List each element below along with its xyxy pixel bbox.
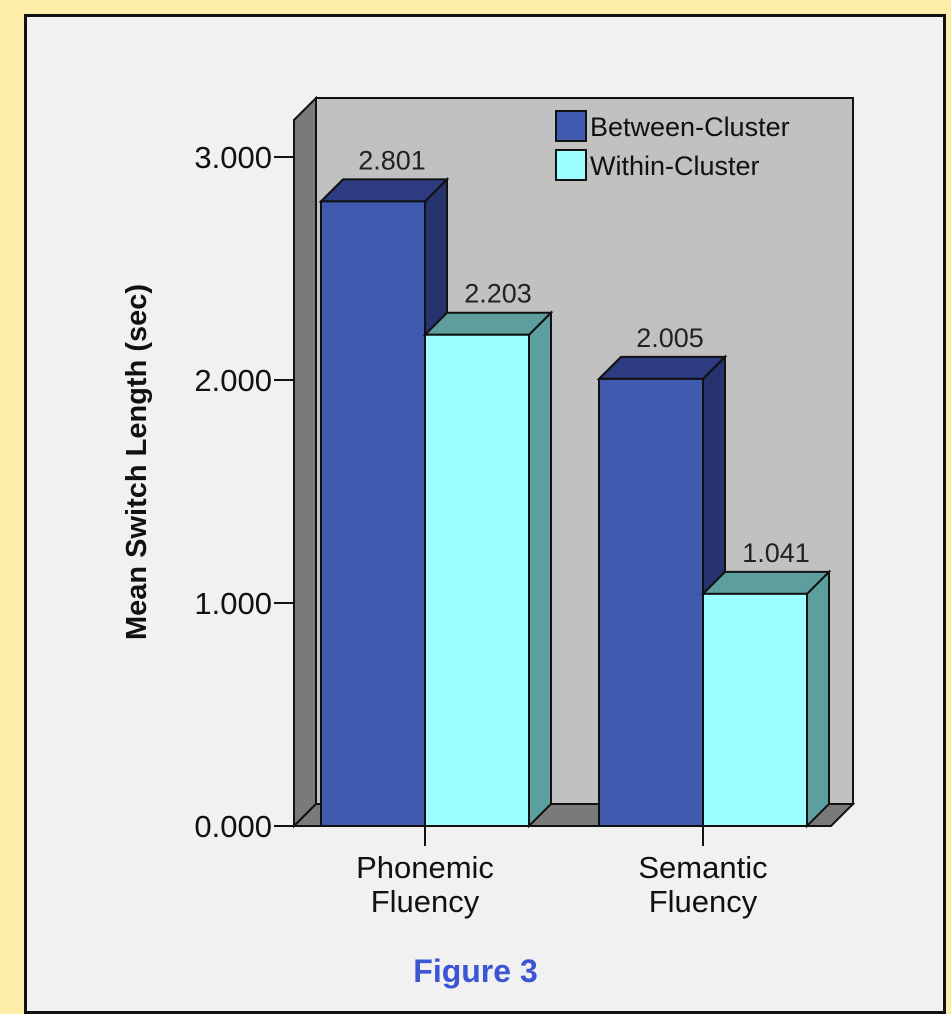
bars: 2.801 2.203 2.005 1.041 [318, 145, 832, 829]
y-axis: 0.000 1.000 2.000 3.000 Mean Switch Length (… [121, 140, 294, 844]
x-tick-label-line: Semantic [638, 850, 767, 885]
bar-front [702, 592, 808, 827]
bar-front [598, 377, 704, 827]
y-tick-label: 0.000 [194, 809, 272, 844]
y-tick-label: 1.000 [194, 586, 272, 621]
bar-side [806, 569, 830, 829]
x-tick-label-line: Fluency [649, 884, 758, 919]
bar-top [422, 311, 554, 336]
legend-entry: Within-Cluster [555, 149, 760, 181]
bar-side [528, 310, 552, 829]
legend-label: Between-Cluster [590, 112, 790, 142]
bar-value-label: 2.005 [636, 323, 704, 353]
y-tick-label: 3.000 [194, 140, 272, 175]
bar-value-label: 1.041 [742, 538, 810, 568]
legend: Between-Cluster Within-Cluster [555, 110, 790, 181]
bar-front [320, 200, 426, 827]
plot-side-wall [293, 95, 317, 829]
bar-value-label: 2.801 [358, 145, 426, 175]
legend-swatch [555, 110, 587, 142]
figure-caption: Figure 3 [413, 953, 538, 989]
legend-label: Within-Cluster [590, 151, 760, 181]
bar-within-phonemic [422, 310, 554, 829]
x-tick-label-line: Phonemic [356, 850, 494, 885]
bar-top [318, 178, 450, 203]
y-axis-label: Mean Switch Length (sec) [121, 284, 153, 640]
y-tick-label: 2.000 [194, 363, 272, 398]
bar-top [700, 570, 832, 595]
bar-top [596, 355, 728, 380]
x-tick-label: Phonemic Fluency [356, 850, 494, 919]
x-tick-label: Semantic Fluency [638, 850, 767, 919]
bar-within-semantic [700, 569, 832, 829]
x-tick-label-line: Fluency [371, 884, 480, 919]
bar-value-label: 2.203 [464, 279, 532, 309]
legend-swatch [555, 149, 587, 181]
bar-front [424, 333, 530, 827]
legend-entry: Between-Cluster [555, 110, 790, 142]
